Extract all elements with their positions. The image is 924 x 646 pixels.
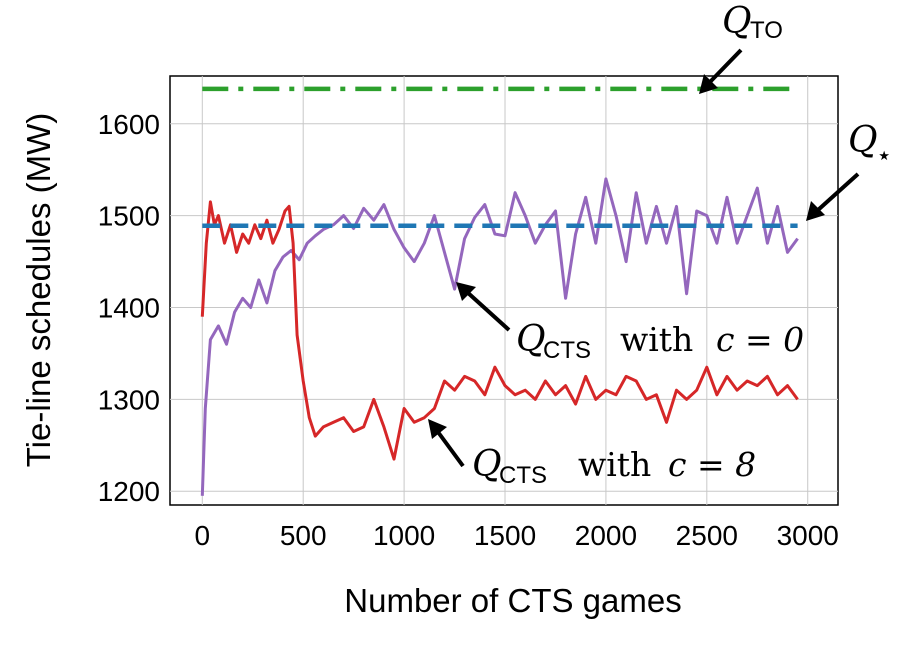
annotation-q-cts-c0: Q CTS with c = 0	[516, 319, 804, 364]
annotation-q-star: Q ⋆	[848, 120, 892, 170]
y-tick-label: 1200	[98, 476, 160, 507]
x-tick-label: 3000	[777, 520, 839, 551]
arrow-q-cts-c8	[436, 430, 465, 468]
svg-text:CTS: CTS	[543, 337, 591, 364]
annotation-arrows	[428, 48, 860, 468]
series-line-c0	[200, 177, 799, 496]
y-axis-title: Tie-line schedules (MW)	[20, 113, 57, 468]
annotation-q-to: Q TO	[722, 1, 783, 44]
x-axis-title: Number of CTS games	[344, 582, 681, 619]
y-tick-label: 1300	[98, 384, 160, 415]
x-tick-label: 2000	[575, 520, 637, 551]
x-tick-label: 1000	[373, 520, 435, 551]
svg-text:with: with	[620, 320, 693, 359]
svg-text:c = 8: c = 8	[668, 445, 756, 484]
svg-text:CTS: CTS	[499, 462, 547, 489]
y-tick-label: 1600	[98, 109, 160, 140]
svg-text:TO: TO	[750, 17, 783, 44]
x-tick-label: 0	[195, 520, 211, 551]
grid	[170, 76, 838, 505]
series	[200, 86, 799, 496]
svg-text:Q: Q	[516, 319, 546, 360]
svg-text:Q: Q	[848, 120, 878, 161]
svg-text:Q: Q	[472, 444, 502, 485]
tick-labels: 0 500 1000 1500 2000 2500 3000 1200 1300 1400 1500…	[98, 109, 839, 551]
svg-text:Q: Q	[722, 1, 752, 42]
y-tick-label: 1400	[98, 292, 160, 323]
arrow-q-cts-c0-head	[456, 282, 476, 301]
arrow-q-star-head	[806, 201, 825, 221]
arrow-q-star	[816, 172, 860, 212]
x-tick-label: 500	[280, 520, 327, 551]
series-line-c8	[200, 200, 799, 461]
arrow-q-to	[707, 48, 743, 85]
x-tick-label: 2500	[676, 520, 738, 551]
arrow-q-cts-c0	[465, 290, 511, 332]
svg-text:⋆: ⋆	[876, 140, 892, 170]
arrow-q-cts-c8-head	[428, 419, 447, 439]
y-tick-label: 1500	[98, 201, 160, 232]
arrow-q-to-head	[699, 74, 718, 94]
svg-text:c = 0: c = 0	[716, 320, 804, 359]
plot-area	[169, 75, 839, 506]
annotation-q-cts-c8: Q CTS with c = 8	[472, 444, 756, 489]
x-tick-label: 1500	[474, 520, 536, 551]
svg-text:with: with	[578, 445, 651, 484]
